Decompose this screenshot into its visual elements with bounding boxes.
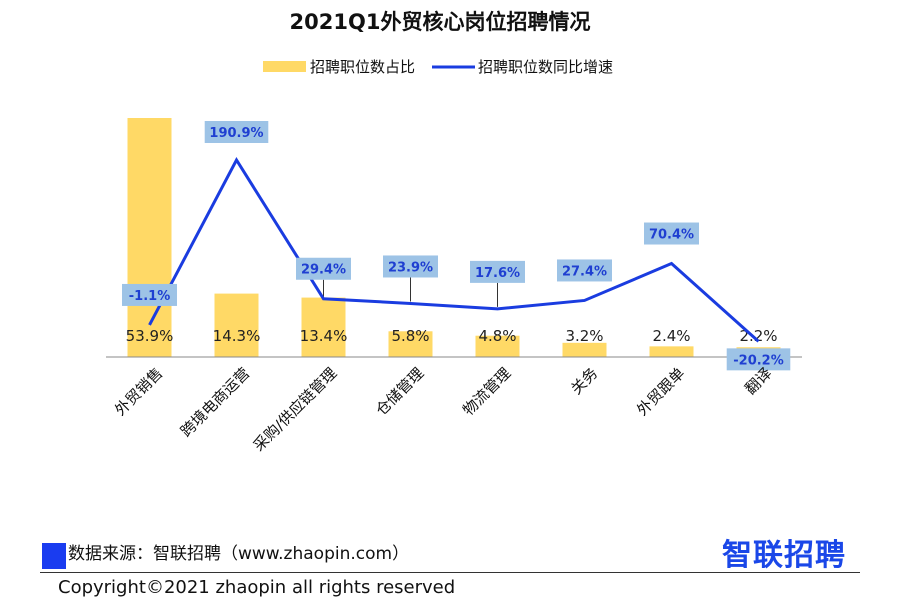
category-label: 外贸销售 [111,364,166,419]
category-label: 跨境电商运营 [177,364,253,440]
category-label: 采购/供应链管理 [250,364,341,455]
growth-label-box [122,283,177,306]
bar [301,297,346,357]
bar [388,331,433,357]
chart-title: 2021Q1外贸核心岗位招聘情况 [290,10,591,34]
legend-bar-swatch [263,61,306,72]
bar [214,293,259,357]
bar-value-label: 5.8% [391,327,429,345]
footer-divider [40,572,860,573]
growth-value-label: -20.2% [733,353,784,368]
chart: 2021Q1外贸核心岗位招聘情况 招聘职位数占比 招聘职位数同比增速 53.9%… [106,10,802,455]
bar-value-label: 3.2% [565,327,603,345]
category-label: 仓储管理 [372,364,427,419]
label-leader-lines [323,277,498,307]
growth-label-box [383,255,438,278]
growth-value-label: 70.4% [649,228,694,243]
data-source: 数据来源：智联招聘（www.zhaopin.com） [68,544,410,564]
category-label: 物流管理 [459,364,514,419]
growth-value-label: 27.4% [562,264,607,279]
bar [649,346,694,357]
bar-data-labels: 53.9% 14.3% 13.4% 5.8% 4.8% 3.2% 2.4% 2.2% [126,327,778,345]
growth-value-label: 29.4% [301,263,346,278]
growth-line-series [148,156,760,343]
legend-bar-label: 招聘职位数占比 [310,58,415,76]
bar-value-label: 14.3% [213,327,261,345]
growth-value-label: 190.9% [209,126,263,141]
category-label: 关务 [567,364,601,398]
growth-data-labels: -1.1% 190.9% 29.4% 23.9% 17.6% 27.4% 70.4% -20.… [122,121,791,371]
bar-value-label: 4.8% [478,327,516,345]
bar-value-label: 2.4% [652,327,690,345]
bar [475,335,520,357]
growth-label-box [644,222,699,245]
growth-label-box [296,257,351,280]
growth-label-box [470,260,525,283]
copyright: Copyright©2021 zhaopin all rights reserv… [58,577,456,598]
source-marker [42,543,66,569]
bar [127,118,172,357]
bar [562,342,607,357]
legend: 招聘职位数占比 招聘职位数同比增速 [263,58,613,76]
growth-label-box [557,259,612,282]
bar-value-label: 53.9% [126,327,174,345]
growth-line [148,156,760,343]
zhaopin-logo: 智联招聘 [722,538,846,573]
growth-label-box [726,348,791,371]
growth-value-label: 17.6% [475,266,520,281]
growth-value-label: -1.1% [129,289,170,304]
growth-label-box [204,121,269,143]
bar-series [127,118,781,357]
bar-value-label: 13.4% [300,327,348,345]
legend-line-label: 招聘职位数同比增速 [478,58,613,76]
growth-value-label: 23.9% [388,260,433,275]
category-label: 外贸跟单 [633,364,688,419]
